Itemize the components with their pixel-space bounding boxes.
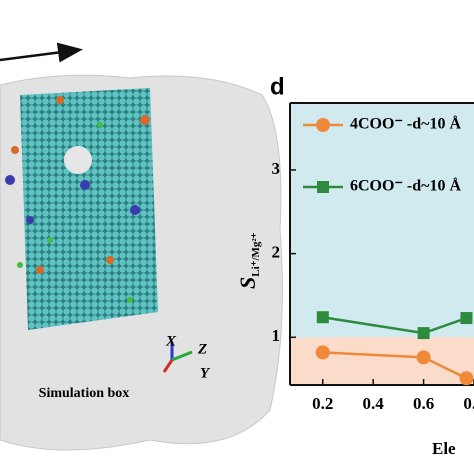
axis-z-label: Z (197, 341, 207, 357)
axis-x-label: X (165, 333, 177, 349)
legend-marker (317, 181, 329, 193)
panel-label: d (270, 73, 285, 100)
simulation-render (0, 42, 283, 451)
legend-label: 4COO⁻ -d~10 Å (350, 115, 461, 133)
x-tick-label: 0.2 (312, 394, 333, 413)
marker (417, 327, 430, 340)
marker (460, 312, 473, 325)
marker (416, 350, 431, 365)
y-tick-label: 2 (272, 243, 281, 262)
x-axis-label: Ele (432, 439, 456, 458)
y-axis-label-sub: Li⁺/Mg²⁺ (250, 232, 262, 276)
x-tick-label: 0.8 (463, 394, 474, 413)
legend-marker (316, 118, 330, 132)
x-tick-label: 0.4 (363, 394, 385, 413)
marker (316, 311, 329, 324)
background-band (290, 103, 474, 338)
legend-label: 6COO⁻ -d~10 Å (350, 177, 461, 195)
caption: Simulation box (39, 386, 130, 401)
background-band (290, 337, 474, 385)
x-tick-label: 0.6 (413, 394, 434, 413)
y-tick-label: 1 (272, 326, 281, 345)
marker (459, 371, 474, 386)
marker (315, 345, 330, 360)
axis-y-label: Y (200, 365, 211, 381)
y-tick-label: 3 (272, 159, 281, 178)
